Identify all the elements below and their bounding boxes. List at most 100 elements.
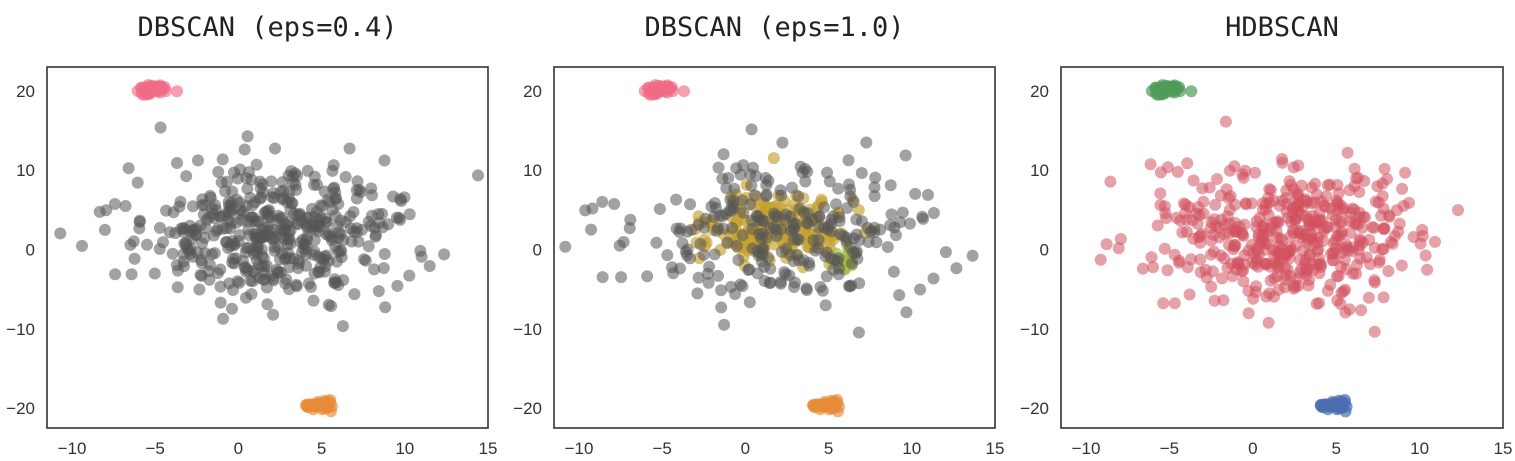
data-point-noise [237,205,249,218]
data-point-noise [691,287,704,300]
data-point-noise [950,262,963,275]
data-point-main-cluster [1228,160,1241,173]
data-point-noise [852,326,865,339]
data-point-noise [119,200,132,212]
data-point-noise [377,262,390,275]
data-point-noise [715,301,728,314]
data-point-noise [736,280,749,293]
data-point-top-blob [154,79,167,92]
data-point-main-cluster [1183,288,1196,301]
data-point-main-cluster [1238,249,1251,262]
y-tick-label: −10 [513,320,542,339]
data-point-noise [241,182,254,195]
data-point-noise [729,288,742,300]
data-point-noise [217,312,230,325]
data-point-main-cluster [1168,297,1181,310]
data-point-main-cluster [1145,251,1158,264]
data-point-noise [186,232,199,245]
data-point-bottom-blob [321,395,334,408]
data-point-noise [842,154,855,167]
data-point-noise [820,246,833,259]
data-point-noise [355,186,368,198]
data-point-noise [903,217,916,230]
data-point-noise [909,187,922,200]
data-point-noise [234,163,247,176]
data-point-noise [236,214,249,227]
x-tick-label: −5 [653,439,672,458]
data-point-noise [216,153,229,166]
data-point-noise [191,246,204,259]
data-point-main-cluster [1339,283,1352,296]
x-tick-label: 15 [986,439,1005,458]
data-point-noise [819,299,832,312]
data-point-noise [927,272,940,285]
points-layer [1094,79,1464,418]
data-point-noise [770,230,783,243]
data-point-noise [348,288,361,301]
data-point-noise [868,190,881,203]
data-point-main-cluster [1194,229,1207,242]
data-point-noise [816,284,829,297]
data-point-noise [244,274,257,287]
data-point-noise [301,164,314,177]
data-point-noise [768,207,781,220]
data-point-noise [128,252,141,265]
data-point-main-cluster [1359,211,1371,224]
data-point-noise [198,231,211,244]
y-tick-label: 20 [16,82,35,101]
data-point-main-cluster [1378,162,1391,175]
data-point-noise [204,189,217,202]
data-point-top-blob [1185,85,1198,98]
data-point-main-cluster [1208,245,1220,258]
data-point-noise [760,179,773,192]
data-point-noise [800,284,813,296]
data-point-noise [762,251,775,264]
x-tick-label: 10 [395,439,414,458]
x-axis-ticks: −10 −5 0 5 10 15 [565,439,1005,458]
x-tick-label: 5 [824,439,833,458]
data-point-noise [843,280,855,292]
data-point-noise [294,209,307,222]
data-point-main-cluster [1287,183,1300,196]
panel-hdbscan: HDBSCAN −10 −5 0 5 10 15 −20 −10 0 10 20 [1020,12,1512,458]
data-point-main-cluster [1299,193,1312,206]
data-point-noise [885,208,898,221]
data-point-main-cluster [1348,180,1361,192]
data-point-noise [596,271,609,284]
data-point-noise [899,149,912,162]
data-point-noise [376,221,389,234]
data-point-noise [125,268,138,281]
data-point-noise [821,166,834,179]
data-point-main-cluster [1271,270,1284,282]
data-point-noise [379,301,392,314]
data-point-main-cluster [1238,258,1251,271]
data-point-noise [751,245,764,258]
data-point-main-cluster [1386,237,1399,250]
data-point-noise [720,182,733,195]
data-point-main-cluster [1187,174,1200,187]
data-point-noise [861,221,874,234]
data-point-main-cluster [1255,233,1268,245]
data-point-main-cluster [1181,261,1194,274]
data-point-noise [403,208,416,221]
data-point-main-cluster [1236,168,1249,181]
data-point-noise [207,229,220,242]
data-point-noise [914,283,927,296]
data-point-noise [283,261,296,274]
data-point-noise [171,264,184,277]
data-point-main-cluster [1181,157,1194,170]
data-point-main-cluster [1159,207,1172,220]
points-layer [54,79,484,418]
data-point-noise [328,273,341,286]
data-point-main-cluster [1237,275,1250,288]
data-point-noise [368,263,381,276]
data-point-noise [786,181,798,194]
data-point-main-cluster [1310,297,1323,310]
data-point-noise [264,269,277,282]
data-point-noise [153,221,166,234]
data-point-main-cluster [1341,146,1354,159]
data-point-noise [830,198,843,211]
data-point-main-cluster [1257,219,1270,232]
data-point-noise [870,236,883,249]
data-point-main-cluster [1179,206,1192,219]
